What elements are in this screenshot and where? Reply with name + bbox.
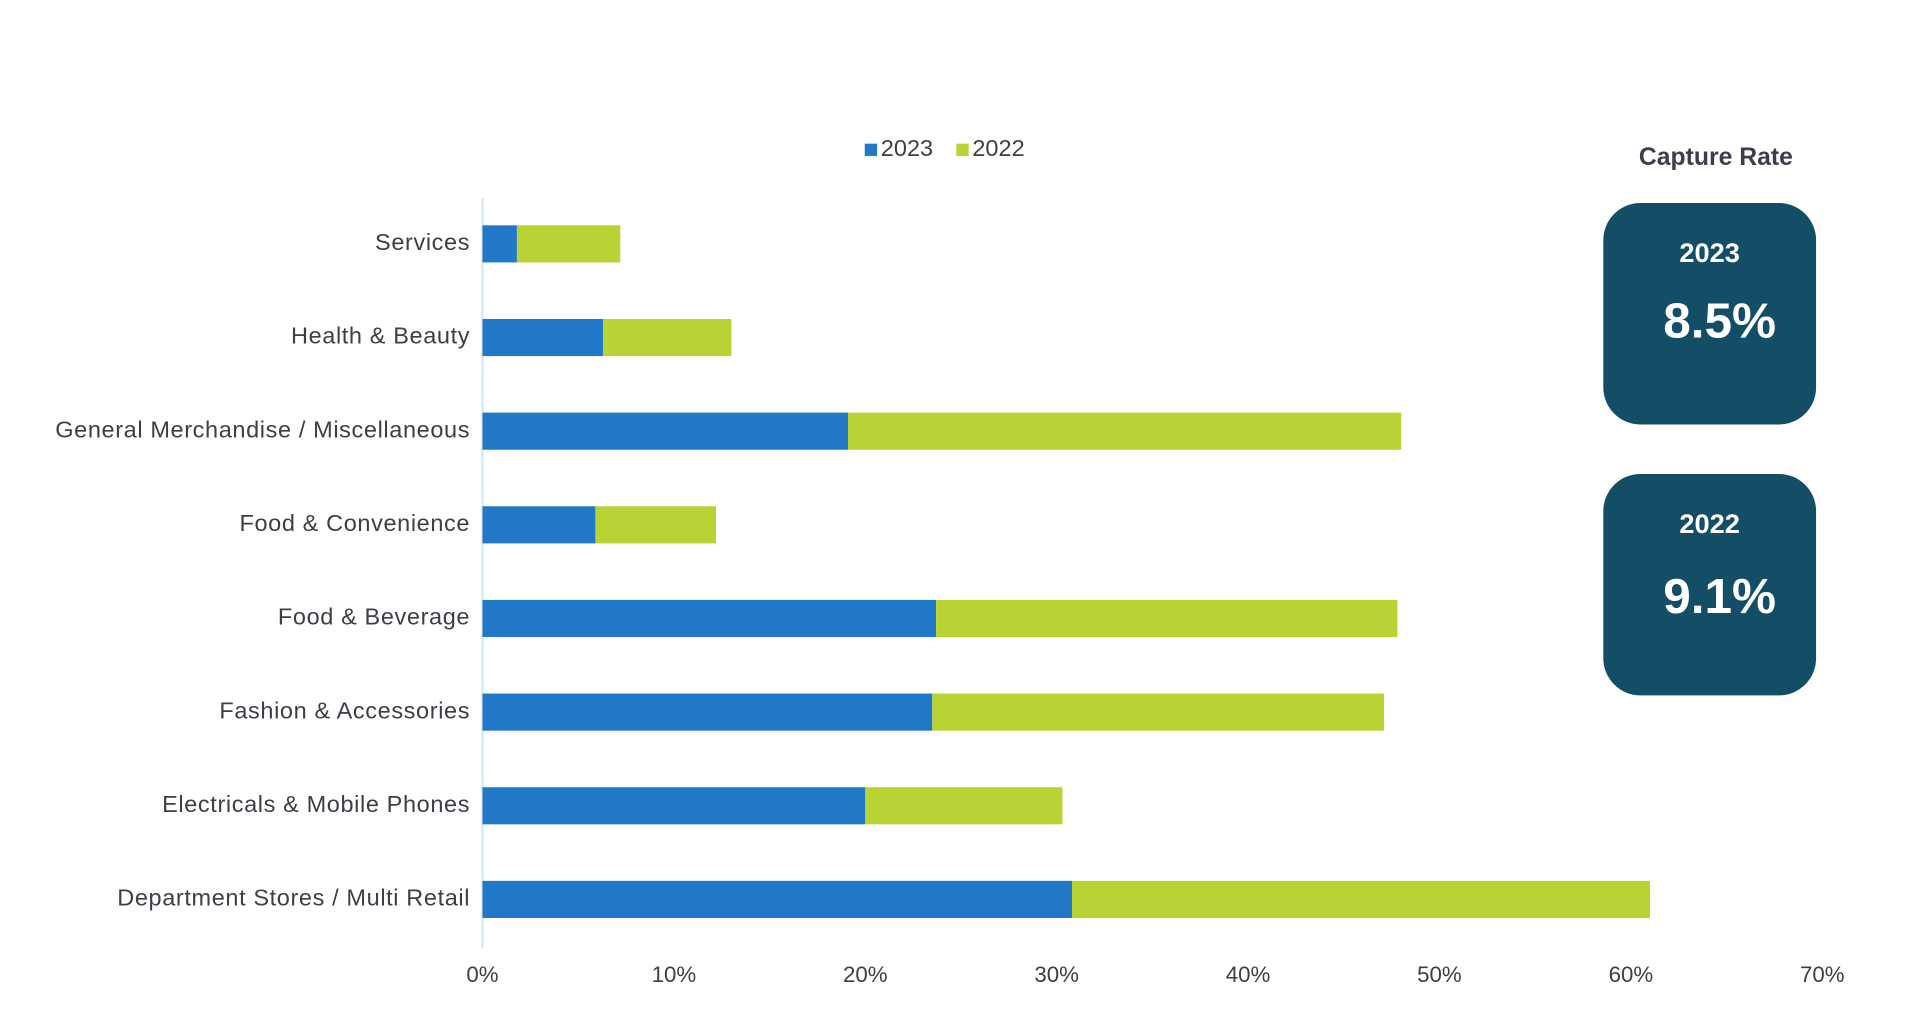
legend-swatch: [864, 143, 878, 157]
x-tick-label: 30%: [1034, 962, 1079, 987]
x-tick-label: 0%: [466, 962, 498, 987]
bar-segment: [1071, 880, 1651, 918]
bar-segment: [482, 318, 604, 357]
bar-segment: [482, 506, 596, 544]
x-tick-label: 10%: [652, 962, 697, 987]
y-tick-label: General Merchandise / Miscellaneous: [55, 416, 470, 442]
bar-segment: [595, 506, 716, 544]
capture-card: [1603, 203, 1817, 425]
card-year: 2023: [1679, 237, 1740, 268]
y-tick-label: Food & Convenience: [239, 510, 470, 536]
bar-segment: [932, 693, 1384, 731]
bar-segment: [516, 225, 621, 263]
x-tick-label: 40%: [1226, 962, 1271, 987]
bar-segment: [482, 225, 517, 263]
bar-segment: [482, 693, 933, 731]
card-value: 8.5%: [1663, 293, 1776, 348]
capture-rate-cards: 2023 8.5% 2022 9.1%: [1603, 203, 1817, 696]
y-tick-label: Department Stores / Multi Retail: [117, 885, 470, 911]
y-tick-label: Fashion & Accessories: [219, 697, 470, 723]
legend-label: 2022: [972, 135, 1024, 161]
x-tick-label: 20%: [843, 962, 888, 987]
capture-card: [1603, 473, 1817, 696]
x-tick-label: 60%: [1609, 962, 1654, 987]
y-tick-label: Food & Beverage: [278, 604, 470, 630]
bar-segment: [482, 787, 866, 825]
bar-segment: [482, 412, 849, 450]
y-tick-label: Health & Beauty: [291, 323, 470, 349]
card-value: 9.1%: [1663, 569, 1776, 624]
bar-segment: [482, 880, 1072, 918]
capture-rate-title: Capture Rate: [1639, 144, 1793, 171]
card-year: 2022: [1679, 508, 1740, 539]
bar-segment: [482, 599, 937, 638]
x-tick-label: 50%: [1417, 962, 1462, 987]
y-tick-label: Services: [375, 229, 470, 255]
legend-label: 2023: [881, 135, 933, 161]
bar-segment: [848, 412, 1402, 450]
x-tick-label: 70%: [1800, 962, 1845, 987]
bar-segment: [603, 318, 732, 357]
legend-swatch: [956, 143, 969, 157]
bar-segment: [865, 787, 1063, 825]
y-tick-label: Electricals & Mobile Phones: [162, 791, 470, 817]
bar-segment: [936, 599, 1398, 638]
